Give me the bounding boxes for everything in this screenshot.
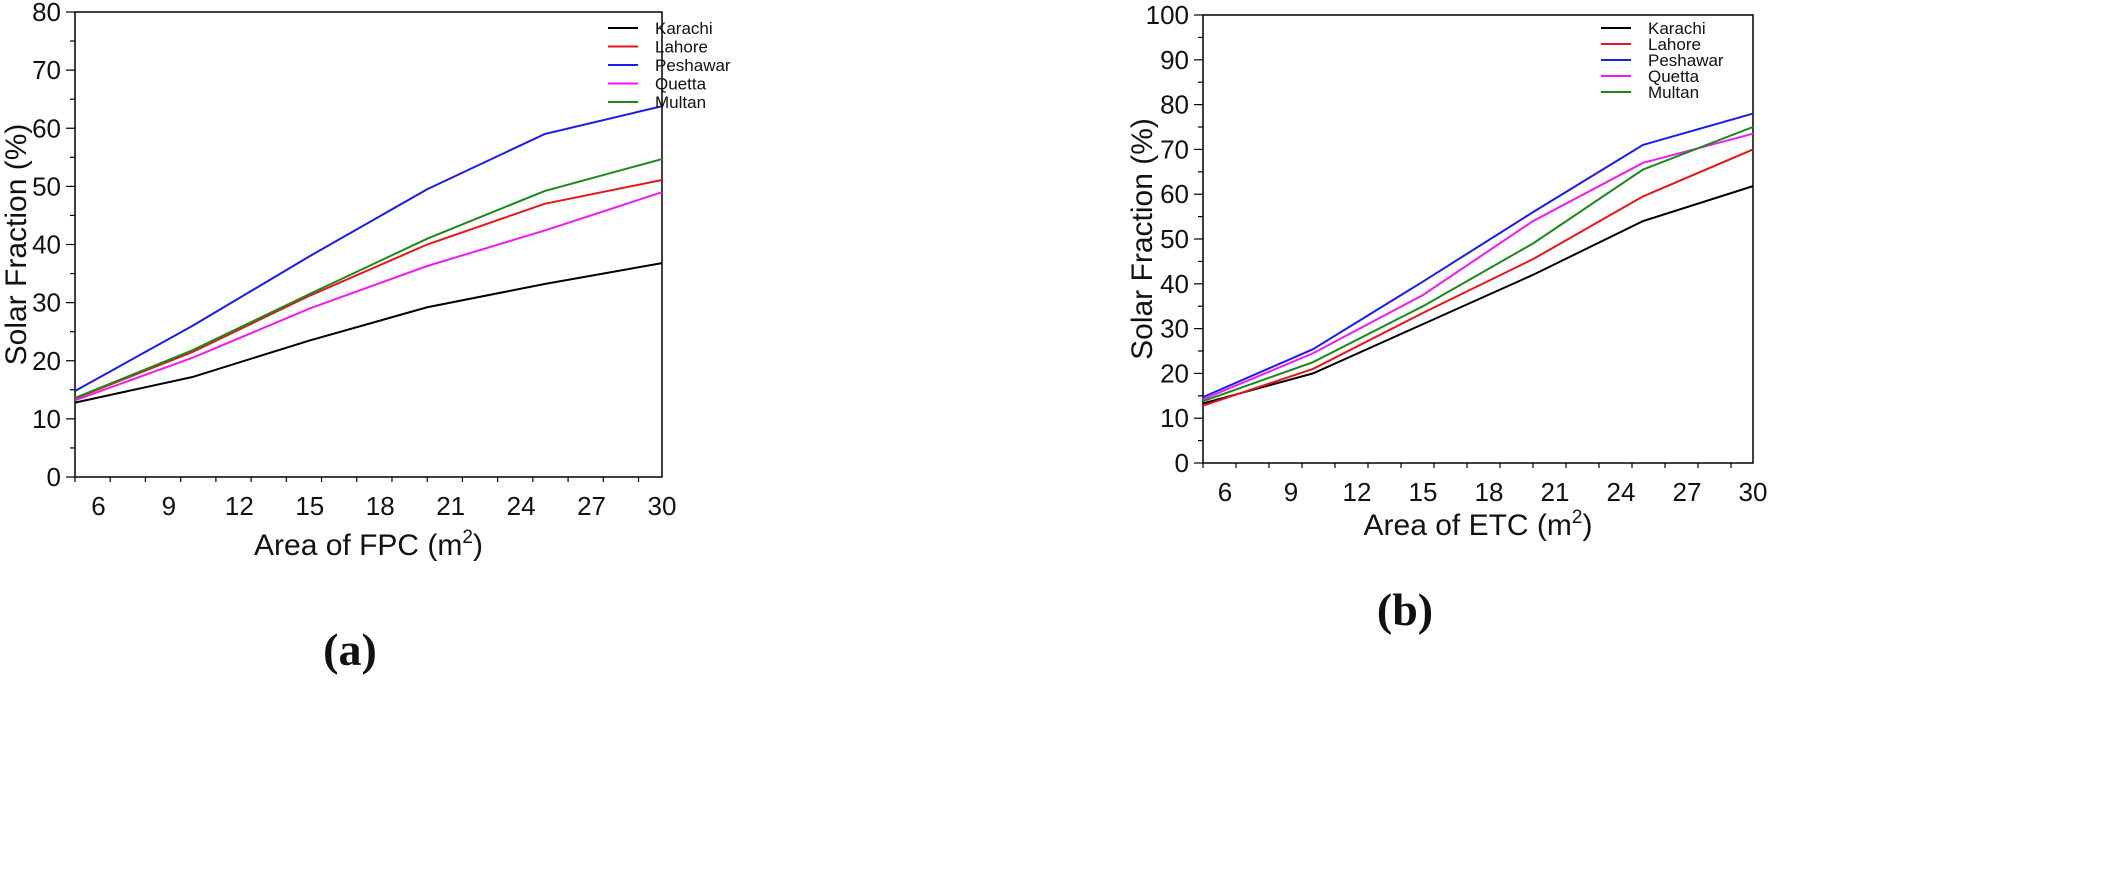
x-tick-label: 9 bbox=[162, 491, 176, 521]
x-tick-label: 12 bbox=[225, 491, 254, 521]
legend-label: Lahore bbox=[655, 38, 708, 57]
x-tick-label: 27 bbox=[1673, 477, 1702, 507]
x-tick-label: 18 bbox=[366, 491, 395, 521]
x-axis-title-sup: 2 bbox=[1572, 507, 1583, 528]
x-axis-title-main: Area of ETC (m bbox=[1364, 509, 1572, 542]
y-tick-label: 70 bbox=[32, 55, 61, 85]
x-tick-label: 24 bbox=[507, 491, 536, 521]
y-tick-label: 0 bbox=[47, 462, 61, 492]
series-line-karachi bbox=[74, 262, 663, 404]
legend-label: Quetta bbox=[655, 75, 707, 94]
y-tick-label: 30 bbox=[32, 288, 61, 318]
x-tick-label: 30 bbox=[648, 491, 677, 521]
x-tick-label: 6 bbox=[1218, 477, 1232, 507]
x-tick-label: 6 bbox=[91, 491, 105, 521]
series-line-peshawar bbox=[74, 105, 663, 392]
legend-label: Peshawar bbox=[655, 56, 731, 75]
y-tick-label: 40 bbox=[32, 230, 61, 260]
y-tick-label: 80 bbox=[32, 0, 61, 27]
legend-label: Karachi bbox=[655, 19, 713, 38]
x-tick-label: 15 bbox=[295, 491, 324, 521]
series-line-multan bbox=[1202, 126, 1754, 403]
plot-frame bbox=[74, 11, 663, 478]
y-tick-label: 30 bbox=[1160, 314, 1189, 344]
y-tick-label: 20 bbox=[32, 346, 61, 376]
y-tick-label: 50 bbox=[32, 171, 61, 201]
x-axis-title-end: ) bbox=[1582, 509, 1592, 542]
y-tick-label: 20 bbox=[1160, 358, 1189, 388]
y-tick-label: 80 bbox=[1160, 90, 1189, 120]
series-line-multan bbox=[74, 158, 663, 399]
x-tick-label: 15 bbox=[1409, 477, 1438, 507]
x-tick-label: 21 bbox=[1541, 477, 1570, 507]
y-tick-label: 70 bbox=[1160, 134, 1189, 164]
series-line-quetta bbox=[1202, 132, 1754, 401]
y-tick-label: 50 bbox=[1160, 224, 1189, 254]
x-tick-label: 18 bbox=[1475, 477, 1504, 507]
chart-a: 6 9 12 15 18 21 24 27 30 0 10 20 30 40 50 60 70 80 Karachi… bbox=[0, 0, 731, 675]
x-axis-title: Area of ETC (m2) bbox=[1364, 507, 1593, 542]
y-tick-label: 40 bbox=[1160, 269, 1189, 299]
series-line-lahore bbox=[74, 179, 663, 400]
y-axis-title: Solar Fraction (%) bbox=[1126, 118, 1159, 360]
series-line-quetta bbox=[74, 191, 663, 402]
chart-b: 6 9 12 15 18 21 24 27 30 0 10 20 30 40 50 60 70 80 90 100 Ka… bbox=[1126, 0, 1768, 635]
series-line-lahore bbox=[1202, 148, 1754, 407]
y-tick-label: 100 bbox=[1146, 0, 1189, 30]
x-axis-title-end: ) bbox=[473, 529, 483, 562]
series-line-peshawar bbox=[1202, 112, 1754, 399]
x-axis-title: Area of FPC (m2) bbox=[254, 527, 483, 562]
x-axis-title-sup: 2 bbox=[462, 527, 473, 548]
y-tick-label: 90 bbox=[1160, 45, 1189, 75]
legend-label: Peshawar bbox=[1648, 51, 1724, 70]
y-tick-label: 60 bbox=[32, 113, 61, 143]
legend-label: Lahore bbox=[1648, 35, 1701, 54]
legend-label: Quetta bbox=[1648, 67, 1700, 86]
y-tick-label: 0 bbox=[1175, 448, 1189, 478]
x-tick-label: 21 bbox=[436, 491, 465, 521]
x-tick-label: 24 bbox=[1607, 477, 1636, 507]
panel-label: (a) bbox=[323, 624, 377, 675]
y-axis-title: Solar Fraction (%) bbox=[0, 124, 33, 366]
x-tick-label: 27 bbox=[577, 491, 606, 521]
y-tick-label: 10 bbox=[32, 404, 61, 434]
legend-label: Karachi bbox=[1648, 19, 1706, 38]
panel-label: (b) bbox=[1377, 584, 1433, 635]
x-axis-title-main: Area of FPC (m bbox=[254, 529, 462, 562]
y-tick-label: 10 bbox=[1160, 403, 1189, 433]
series-line-karachi bbox=[1202, 185, 1754, 405]
y-tick-label: 60 bbox=[1160, 179, 1189, 209]
x-tick-label: 12 bbox=[1343, 477, 1372, 507]
x-tick-label: 30 bbox=[1739, 477, 1768, 507]
x-tick-label: 9 bbox=[1284, 477, 1298, 507]
legend-label: Multan bbox=[655, 93, 706, 112]
legend-label: Multan bbox=[1648, 83, 1699, 102]
